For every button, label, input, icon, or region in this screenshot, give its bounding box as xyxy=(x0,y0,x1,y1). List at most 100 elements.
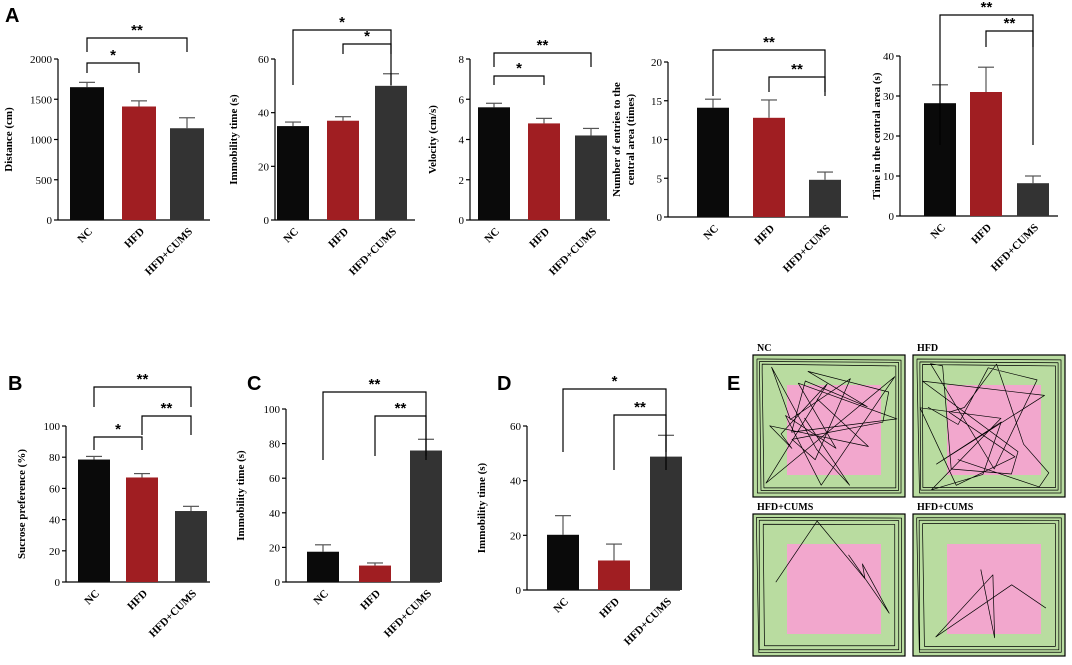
arena-central-zone xyxy=(947,385,1041,475)
significance-label: * xyxy=(339,14,345,31)
bar-hfd-cums xyxy=(375,85,407,220)
category-label: HFD xyxy=(122,226,147,251)
y-axis-label: Immobility time (s) xyxy=(235,450,247,541)
category-label: NC xyxy=(928,222,948,242)
significance-bracket xyxy=(712,49,826,96)
bar-hfd-cums xyxy=(170,128,204,220)
movement-track xyxy=(916,517,1062,653)
category-label: HFD+CUMS xyxy=(347,226,399,278)
y-tick-label: 2000 xyxy=(30,54,53,66)
y-tick-label: 0 xyxy=(516,585,522,597)
bar-nc xyxy=(547,534,579,590)
y-tick-label: 500 xyxy=(36,175,53,187)
y-tick-label: 6 xyxy=(459,94,465,106)
y-tick-label: 4 xyxy=(459,135,465,147)
significance-label: * xyxy=(364,28,370,45)
y-tick-label: 0 xyxy=(657,212,663,224)
y-tick-label: 0 xyxy=(55,577,61,589)
category-label: NC xyxy=(75,226,95,246)
category-label: HFD xyxy=(326,226,351,251)
y-tick-label: 0 xyxy=(459,215,465,227)
category-label: HFD+CUMS xyxy=(547,226,599,278)
arena-label: HFD+CUMS xyxy=(917,502,974,513)
significance-label: ** xyxy=(791,61,803,78)
bar-nc xyxy=(70,87,104,220)
category-label: HFD xyxy=(969,222,994,247)
y-axis-label: Number of entries to the xyxy=(611,82,623,197)
bar-hfd xyxy=(359,565,391,582)
panel-letter-d: D xyxy=(497,373,511,395)
category-label: HFD xyxy=(358,588,383,613)
y-tick-label: 80 xyxy=(49,452,61,464)
bar-hfd-cums xyxy=(1017,183,1049,216)
significance-bracket xyxy=(562,388,667,452)
movement-track xyxy=(756,517,902,653)
movement-track xyxy=(916,358,1062,494)
y-tick-label: 20 xyxy=(651,57,663,69)
significance-bracket xyxy=(939,14,1034,145)
category-label: HFD xyxy=(125,588,150,613)
significance-bracket xyxy=(322,391,427,460)
chart-b: 0 20 40 60 80 100 Sucrose preference (%) NC HFDH… xyxy=(16,371,210,640)
significance-bracket xyxy=(374,415,427,456)
significance-bracket xyxy=(86,37,188,52)
y-tick-label: 0 xyxy=(889,211,895,223)
bar-hfd-cums xyxy=(809,179,841,217)
bar-hfd xyxy=(327,120,359,220)
bar-hfd-cums xyxy=(410,450,442,582)
arena-label: HFD xyxy=(917,343,938,354)
chart-d: 0 20 40 60 Immobility time (s) NC HFD HFD+CUMS *… xyxy=(476,373,682,648)
y-tick-label: 30 xyxy=(883,91,895,103)
y-tick-label: 10 xyxy=(883,171,895,183)
category-label: HFD+CUMS xyxy=(781,223,833,275)
y-tick-label: 1000 xyxy=(30,135,53,147)
significance-label: * xyxy=(110,47,116,64)
arena-4: HFD+CUMS xyxy=(912,502,1066,657)
y-tick-label: 20 xyxy=(883,131,895,143)
y-tick-label: 15 xyxy=(651,96,663,108)
y-tick-label: 20 xyxy=(269,542,281,554)
y-tick-label: 80 xyxy=(269,439,281,451)
significance-label: ** xyxy=(981,0,993,16)
chart-c: 0 20 40 60 80 100 Immobility time (s) NC HFDHFD+… xyxy=(235,376,442,640)
arena-label: HFD+CUMS xyxy=(757,502,814,513)
chart-a1: 0 500 1000 1500 2000 Distance (cm) NC HFDHFD+CU… xyxy=(3,22,210,278)
category-label: NC xyxy=(701,223,721,243)
category-label: HFD xyxy=(527,226,552,251)
bar-nc xyxy=(478,107,510,220)
significance-label: ** xyxy=(634,399,646,416)
bar-nc xyxy=(307,551,339,582)
y-axis-label: central area (times) xyxy=(625,93,637,185)
bar-nc xyxy=(697,107,729,217)
category-label: NC xyxy=(551,596,571,616)
significance-label: ** xyxy=(131,22,143,39)
y-tick-label: 40 xyxy=(883,51,895,63)
y-tick-label: 40 xyxy=(269,508,281,520)
category-label: HFD xyxy=(752,223,777,248)
significance-label: * xyxy=(115,421,121,438)
significance-bracket xyxy=(141,415,192,435)
y-axis-label: Distance (cm) xyxy=(3,107,15,172)
significance-bracket xyxy=(86,62,140,73)
significance-bracket xyxy=(768,76,826,92)
panel-letter-a: A xyxy=(5,5,19,27)
y-axis-label: Immobility time (s) xyxy=(476,462,488,553)
category-label: HFD+CUMS xyxy=(622,596,674,648)
bar-hfd-cums xyxy=(575,135,607,220)
arena-1: NC xyxy=(752,343,906,498)
y-tick-label: 100 xyxy=(264,404,281,416)
y-tick-label: 0 xyxy=(264,215,270,227)
movement-track xyxy=(756,358,902,494)
category-label: HFD+CUMS xyxy=(147,588,199,640)
bar-hfd xyxy=(753,117,785,217)
significance-label: ** xyxy=(1004,15,1016,32)
y-axis-label: Immobility time (s) xyxy=(228,94,240,185)
y-tick-label: 0 xyxy=(275,577,281,589)
significance-bracket xyxy=(93,386,192,407)
y-tick-label: 60 xyxy=(269,473,281,485)
y-tick-label: 2 xyxy=(459,175,465,187)
